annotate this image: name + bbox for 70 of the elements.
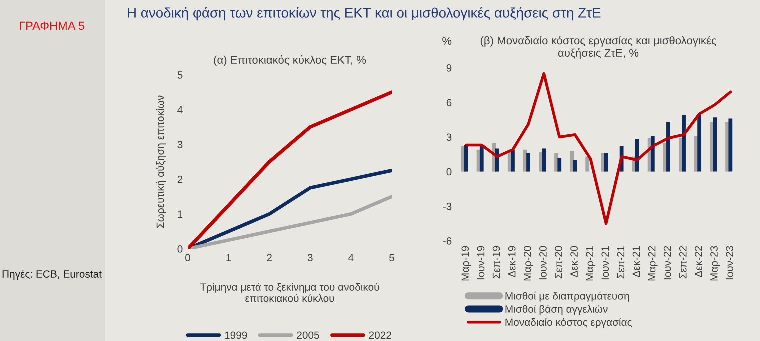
x-axis-title: Τρίμηνα μετά το ξεκίνημα του ανοδικού επιτοκιακού κύκλου	[200, 283, 380, 302]
bar	[464, 145, 468, 172]
x-tick-label: Μαρ-19	[462, 246, 472, 281]
y-axis-title: Σωρευτική αύξηση επιτοκίων	[156, 96, 166, 228]
x-tick-label: 5	[390, 254, 394, 262]
bar	[713, 118, 718, 172]
y-tick-label: 3	[178, 141, 183, 148]
y-tick-label: -6	[443, 238, 452, 245]
bar	[480, 145, 484, 172]
legend-label: 1999	[225, 332, 248, 340]
y-tick-label: 2	[178, 176, 183, 184]
chart-title: (β) Μοναδιαίο κόστος εργασίας και μισθολογικές αυξήσεις ΖτΕ, %	[480, 36, 716, 60]
bar	[604, 153, 608, 172]
bar	[526, 153, 530, 172]
x-tick-label: Δεκ-20	[570, 246, 578, 278]
x-tick-label: Δεκ-21	[632, 246, 640, 278]
x-tick-label: Ιουν-21	[602, 246, 610, 280]
x-tick-label: Σεπ-20	[555, 246, 562, 279]
line-series	[188, 90, 392, 249]
bar	[573, 160, 578, 172]
y-tick-label: 1	[178, 210, 183, 218]
text: Η ανοδική φάση των επιτοκίων της ΕΚΤ και οι μισθολογικές αυξήσεις στη ΖτΕ	[128, 7, 601, 21]
y-tick-label: 4	[178, 106, 183, 114]
x-tick-label: Ιουν-19	[477, 246, 485, 280]
x-tick-label: 2	[267, 254, 272, 262]
bar	[635, 140, 640, 172]
y-tick-label: 9	[446, 64, 452, 72]
bar	[586, 156, 590, 172]
x-tick-label: Δεκ-22	[694, 246, 702, 278]
bar	[601, 153, 606, 172]
x-tick-label: Ιουν-23	[726, 246, 734, 280]
line-series	[188, 195, 392, 249]
y-tick-label: 0	[446, 168, 452, 176]
x-tick-label: Σεπ-19	[492, 246, 500, 279]
x-tick-label: Μαρ-22	[648, 246, 658, 281]
bar	[666, 122, 670, 172]
bar	[511, 150, 515, 172]
legend-label: Μισθοί βάση αγγελιών	[506, 305, 608, 316]
bar	[558, 158, 562, 172]
x-tick-label: 3	[308, 254, 313, 262]
line-series	[464, 72, 732, 226]
x-tick-label: Σεπ-22	[679, 246, 687, 279]
x-tick-label: Μαρ-23	[710, 246, 720, 281]
text: ΓΡΑΦΗΜΑ 5	[20, 22, 84, 30]
x-tick-label: Ιουν-20	[539, 246, 547, 280]
bar	[728, 118, 733, 172]
chart-title: (α) Επιτοκιακός κύκλος ΕΚΤ, %	[214, 56, 366, 66]
text: Πηγές: ECB, Eurostat	[2, 270, 102, 280]
x-tick-label: Μαρ-20	[524, 246, 534, 281]
x-tick-label: Σεπ-21	[617, 246, 625, 279]
y-axis-title: %	[442, 37, 452, 45]
bar	[682, 115, 686, 172]
bar	[570, 151, 574, 172]
y-tick-label: 5	[178, 72, 183, 79]
y-tick-label: -3	[443, 202, 452, 210]
x-tick-label: 4	[348, 254, 354, 262]
x-tick-label: Δεκ-19	[508, 246, 516, 278]
y-tick-label: 3	[446, 134, 452, 142]
x-tick-label: 1	[226, 254, 232, 262]
legend-label: Μοναδιαίο κόστος εργασίας	[506, 318, 632, 328]
bar	[650, 136, 655, 172]
y-tick-label: 6	[446, 99, 452, 106]
x-tick-label: Ιουν-22	[664, 246, 672, 280]
legend-label: 2005	[297, 332, 320, 340]
legend-label: 2022	[369, 332, 392, 340]
bar	[698, 115, 702, 172]
legend-label: Μισθοί με διαπραγμάτευση	[506, 292, 630, 302]
x-tick-label: Μαρ-21	[586, 246, 596, 281]
bar	[542, 148, 546, 172]
x-tick-label: 0	[186, 254, 190, 262]
